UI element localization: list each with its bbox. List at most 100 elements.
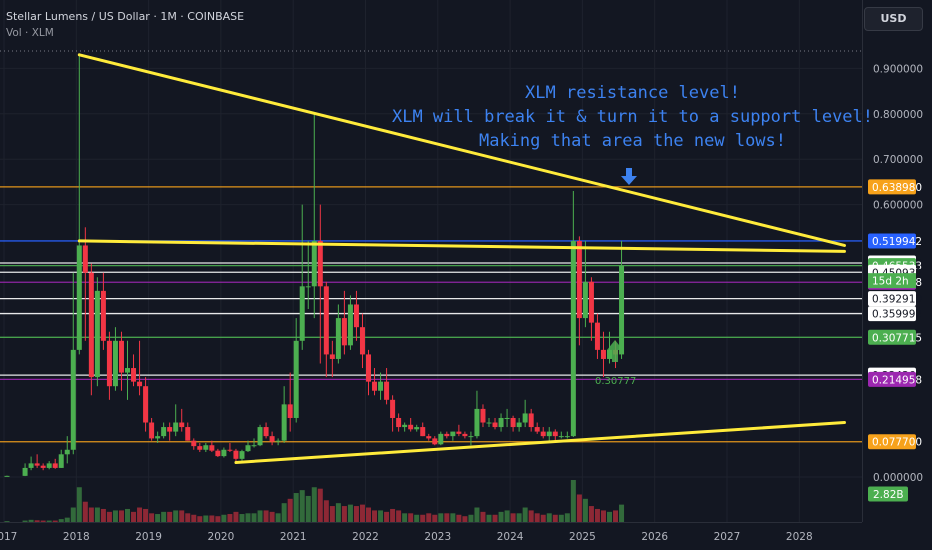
volume-bar bbox=[167, 511, 173, 522]
candle-body bbox=[498, 417, 504, 428]
candle-body bbox=[516, 422, 522, 428]
candle-body bbox=[88, 272, 94, 378]
candle-body bbox=[432, 438, 438, 445]
volume-bar bbox=[582, 498, 588, 522]
volume-bar bbox=[564, 513, 570, 522]
volume-bar bbox=[203, 515, 209, 522]
candle-body bbox=[534, 427, 540, 432]
candle-body bbox=[245, 445, 251, 452]
candle-body bbox=[82, 245, 88, 273]
candle-body bbox=[607, 349, 612, 359]
volume-bar bbox=[40, 520, 46, 522]
candle-body bbox=[179, 422, 185, 428]
time-tick-label: 2021 bbox=[280, 531, 307, 543]
volume-bar bbox=[468, 514, 474, 522]
volume-bar bbox=[329, 506, 335, 522]
low-price-label: 0.30777 bbox=[595, 376, 636, 387]
candle-body bbox=[125, 368, 130, 373]
candle-body bbox=[112, 340, 118, 387]
candle-body bbox=[191, 440, 197, 447]
time-tick-label: 2018 bbox=[63, 531, 90, 543]
candle-body bbox=[456, 431, 462, 434]
candle-body bbox=[540, 431, 546, 437]
volume-bar bbox=[323, 500, 329, 522]
time-tick-label: 2020 bbox=[208, 531, 235, 543]
volume-bar bbox=[462, 516, 468, 522]
volume-bar bbox=[137, 507, 143, 522]
price-tick-label: 0.000000 bbox=[873, 472, 923, 484]
candle-body bbox=[462, 433, 468, 437]
candle-body bbox=[233, 450, 239, 459]
volume-bar bbox=[118, 510, 124, 522]
candle-body bbox=[594, 322, 600, 350]
volume-bar bbox=[34, 520, 40, 522]
price-label-text: 0.307715 bbox=[872, 332, 922, 344]
volume-bar bbox=[426, 513, 432, 522]
volume-bar bbox=[299, 490, 305, 522]
time-tick-label: 2026 bbox=[641, 531, 668, 543]
candle-body bbox=[22, 467, 28, 476]
candle-body bbox=[552, 431, 558, 437]
volume-indicator-label[interactable]: Vol · XLM bbox=[6, 27, 54, 39]
candle-body bbox=[323, 286, 329, 355]
candle-body bbox=[402, 424, 408, 428]
volume-bar bbox=[456, 514, 462, 522]
volume-bar bbox=[504, 510, 510, 522]
up-arrow-icon bbox=[607, 340, 623, 362]
price-label-text: 0.392919 bbox=[872, 294, 922, 306]
volume-bar bbox=[522, 507, 528, 522]
volume-bar bbox=[88, 507, 94, 522]
volume-bar bbox=[28, 519, 34, 522]
volume-bar bbox=[143, 508, 149, 522]
volume-bars bbox=[4, 480, 625, 522]
candlesticks bbox=[4, 54, 625, 477]
candle-body bbox=[341, 318, 347, 346]
candle-body bbox=[570, 240, 576, 437]
price-tick-label: 0.600000 bbox=[873, 200, 923, 212]
candle-body bbox=[149, 422, 155, 439]
candle-body bbox=[137, 381, 143, 387]
candle-body bbox=[100, 290, 106, 341]
volume-bar bbox=[233, 511, 239, 522]
price-label-text: 0.077700 bbox=[872, 437, 922, 449]
candle-body bbox=[209, 445, 215, 451]
price-axis: 0.900000 0.800000 0.700000 0.600000 0.000000… bbox=[868, 63, 923, 502]
volume-bar bbox=[179, 510, 185, 522]
candle-body bbox=[372, 381, 378, 391]
price-label-badge bbox=[868, 329, 916, 345]
volume-bar bbox=[492, 514, 498, 522]
candle-body bbox=[131, 368, 137, 382]
volume-badge-text: 2.82B bbox=[873, 489, 904, 501]
volume-bar bbox=[414, 514, 420, 522]
volume-bar bbox=[52, 520, 58, 522]
candle-body bbox=[4, 475, 10, 477]
volume-bar bbox=[378, 510, 384, 522]
price-tick-label: 0.800000 bbox=[873, 109, 923, 121]
trendline bbox=[77, 239, 846, 253]
volume-bar bbox=[396, 510, 402, 522]
candle-body bbox=[582, 281, 588, 319]
candle-body bbox=[263, 427, 269, 437]
volume-bar bbox=[245, 513, 251, 522]
volume-bar bbox=[600, 510, 606, 522]
volume-bar bbox=[275, 513, 281, 522]
symbol-title[interactable]: Stellar Lumens / US Dollar · 1M · COINBA… bbox=[6, 10, 245, 23]
candle-body bbox=[317, 240, 323, 287]
candle-body bbox=[118, 340, 124, 373]
candle-body bbox=[239, 451, 245, 459]
annotation-line-2: XLM will break it & turn it to a support… bbox=[391, 107, 874, 127]
volume-bar bbox=[287, 498, 293, 522]
volume-bar bbox=[347, 504, 353, 522]
candle-body bbox=[353, 304, 359, 328]
time-tick-label: 2019 bbox=[135, 531, 162, 543]
currency-button[interactable]: USD bbox=[864, 7, 923, 31]
chart-annotation: XLM resistance level! XLM will break it … bbox=[360, 81, 905, 153]
candle-body bbox=[528, 413, 534, 428]
volume-bar bbox=[498, 511, 504, 522]
candle-body bbox=[335, 318, 341, 359]
candle-body bbox=[366, 354, 371, 382]
volume-bar bbox=[619, 504, 625, 522]
candle-body bbox=[269, 436, 275, 442]
candle-body bbox=[588, 281, 594, 323]
